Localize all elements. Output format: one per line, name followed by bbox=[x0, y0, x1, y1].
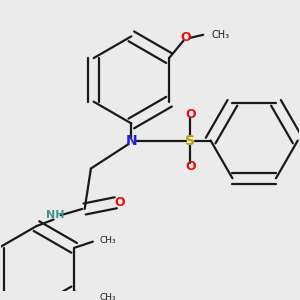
Text: N: N bbox=[125, 134, 137, 148]
Text: O: O bbox=[181, 32, 191, 44]
Text: O: O bbox=[115, 196, 125, 209]
Text: O: O bbox=[185, 108, 196, 121]
Text: NH: NH bbox=[46, 210, 64, 220]
Text: S: S bbox=[185, 134, 195, 148]
Text: CH₃: CH₃ bbox=[99, 293, 116, 300]
Text: CH₃: CH₃ bbox=[211, 30, 229, 40]
Text: CH₃: CH₃ bbox=[99, 236, 116, 244]
Text: O: O bbox=[185, 160, 196, 173]
